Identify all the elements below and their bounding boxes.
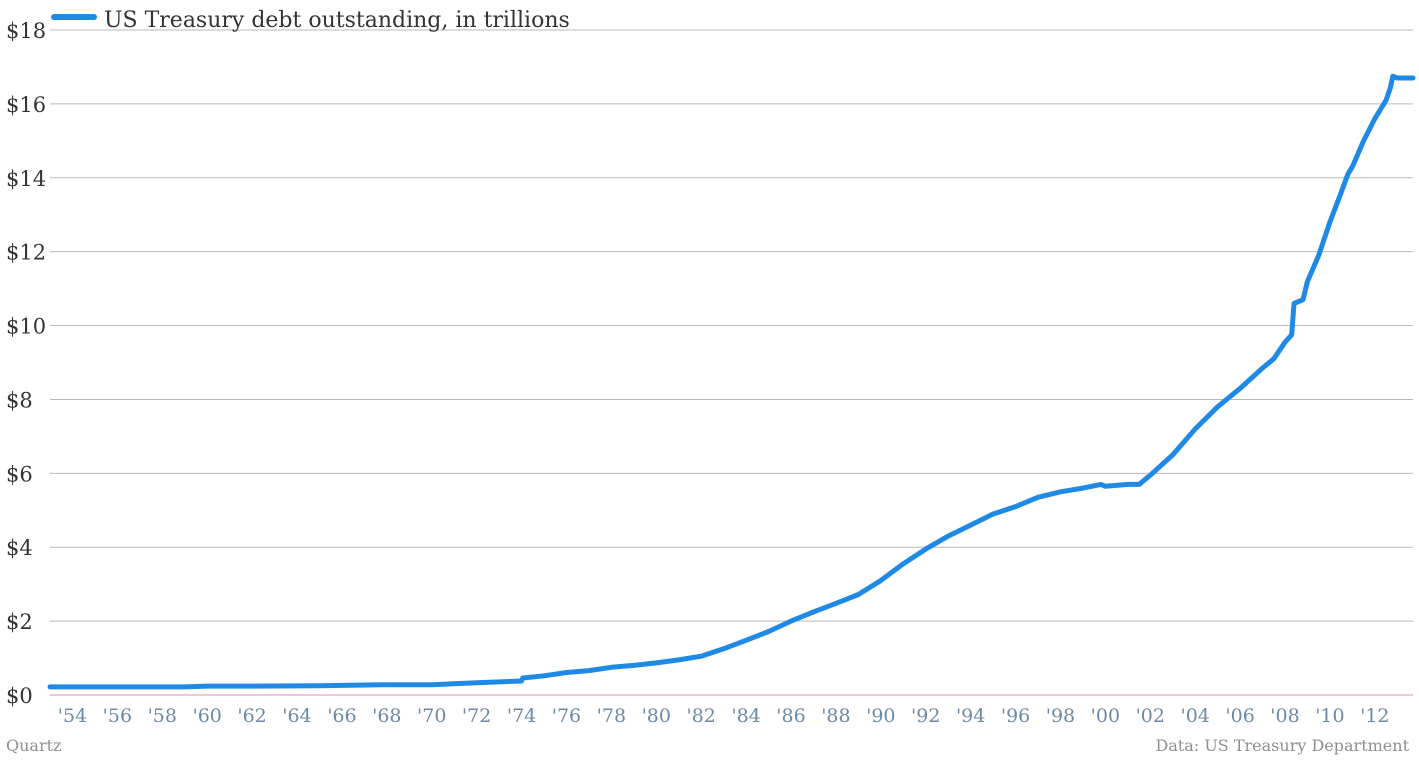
y-tick-label: $12 xyxy=(6,241,46,265)
series-lines xyxy=(47,73,1416,690)
x-tick-label: '84 xyxy=(731,705,760,727)
y-axis-tick-labels: $0 $2 $4 $6 $8 $10 $12 $14 $16 $18 xyxy=(6,19,46,708)
x-tick-label: '90 xyxy=(866,705,895,727)
y-tick-label: $2 xyxy=(6,610,33,634)
x-tick-label: '76 xyxy=(552,705,581,727)
x-tick-label: '70 xyxy=(417,705,446,727)
x-tick-label: '60 xyxy=(192,705,221,727)
x-tick-label: '12 xyxy=(1360,705,1389,727)
series-line xyxy=(47,73,1416,690)
x-tick-label: '94 xyxy=(956,705,985,727)
x-tick-label: '98 xyxy=(1046,705,1075,727)
x-tick-label: '08 xyxy=(1270,705,1299,727)
y-tick-label: $16 xyxy=(6,93,46,117)
x-tick-label: '80 xyxy=(642,705,671,727)
legend-label: US Treasury debt outstanding, in trillio… xyxy=(104,8,570,33)
gridlines xyxy=(50,29,1413,696)
x-tick-label: '96 xyxy=(1001,705,1030,727)
x-tick-label: '68 xyxy=(372,705,401,727)
x-tick-label: '10 xyxy=(1315,705,1344,727)
x-axis-tick-labels: '54 '56 '58 '60 '62 '64 '66 '68 '70 '72 '74 '76 '78 '… xyxy=(58,705,1390,727)
x-tick-label: '04 xyxy=(1180,705,1209,727)
x-tick-label: '72 xyxy=(462,705,491,727)
footer-credit: Quartz xyxy=(6,736,61,755)
x-tick-label: '02 xyxy=(1136,705,1165,727)
x-tick-label: '88 xyxy=(821,705,850,727)
x-tick-label: '00 xyxy=(1091,705,1120,727)
x-tick-label: '86 xyxy=(776,705,805,727)
x-tick-label: '56 xyxy=(103,705,132,727)
y-tick-label: $6 xyxy=(6,462,33,486)
x-tick-label: '78 xyxy=(597,705,626,727)
x-tick-label: '92 xyxy=(911,705,940,727)
x-tick-label: '74 xyxy=(507,705,536,727)
legend: US Treasury debt outstanding, in trillio… xyxy=(51,8,570,33)
x-tick-label: '62 xyxy=(237,705,266,727)
x-tick-label: '64 xyxy=(282,705,311,727)
x-tick-label: '82 xyxy=(686,705,715,727)
y-tick-label: $8 xyxy=(6,388,33,412)
y-tick-label: $14 xyxy=(6,167,46,191)
footer-data-source: Data: US Treasury Department xyxy=(1156,736,1410,755)
x-tick-label: '06 xyxy=(1225,705,1254,727)
y-tick-label: $4 xyxy=(6,536,33,560)
y-tick-label: $18 xyxy=(6,19,46,43)
x-tick-label: '54 xyxy=(58,705,87,727)
x-tick-label: '66 xyxy=(327,705,356,727)
y-tick-label: $0 xyxy=(6,684,33,708)
y-tick-label: $10 xyxy=(6,315,46,339)
x-tick-label: '58 xyxy=(148,705,177,727)
